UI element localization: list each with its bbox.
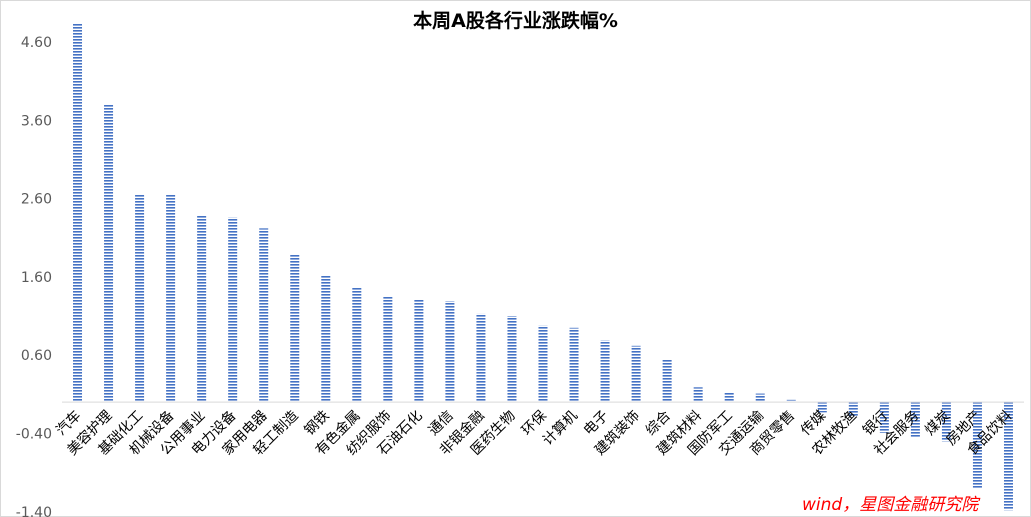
bar xyxy=(569,327,579,403)
bar xyxy=(228,217,238,403)
bar xyxy=(414,299,424,403)
y-axis: 4.60 3.60 2.60 1.60 0.60 -0.40 -1.40 xyxy=(16,35,52,517)
bar xyxy=(166,194,176,403)
bar xyxy=(197,215,207,403)
bar xyxy=(476,313,486,403)
y-tick-label: 0.60 xyxy=(21,348,52,364)
bar xyxy=(941,402,951,442)
bar xyxy=(879,402,889,433)
bar xyxy=(352,287,362,403)
bar xyxy=(910,402,920,438)
bar xyxy=(848,402,858,418)
bar xyxy=(724,392,734,403)
bar xyxy=(972,402,982,489)
y-tick-label: 4.60 xyxy=(21,35,52,51)
bar xyxy=(73,23,83,403)
y-tick-label: 2.60 xyxy=(21,192,52,208)
bar xyxy=(383,296,393,403)
bar xyxy=(817,402,827,413)
bar xyxy=(445,301,455,403)
source-note: wind，星图金融研究院 xyxy=(802,495,979,515)
x-tick-label: 计算机 xyxy=(540,408,581,449)
bar xyxy=(538,325,548,403)
bar xyxy=(104,104,114,403)
bar xyxy=(507,316,517,403)
bars xyxy=(73,23,1013,511)
bar xyxy=(786,399,796,403)
bar xyxy=(755,393,765,403)
y-tick-label: 1.60 xyxy=(21,270,52,286)
bar xyxy=(662,359,672,403)
bar xyxy=(321,275,331,403)
bar xyxy=(135,194,145,403)
bar xyxy=(1003,402,1013,511)
y-tick-label: -1.40 xyxy=(16,505,52,517)
bar xyxy=(693,387,703,403)
y-tick-label: 3.60 xyxy=(21,113,52,129)
chart-title: 本周A股各行业涨跌幅% xyxy=(413,10,618,32)
bar xyxy=(290,254,300,403)
bar xyxy=(259,228,269,403)
bar xyxy=(631,345,641,403)
bar xyxy=(600,340,610,403)
y-tick-label: -0.40 xyxy=(16,427,52,443)
